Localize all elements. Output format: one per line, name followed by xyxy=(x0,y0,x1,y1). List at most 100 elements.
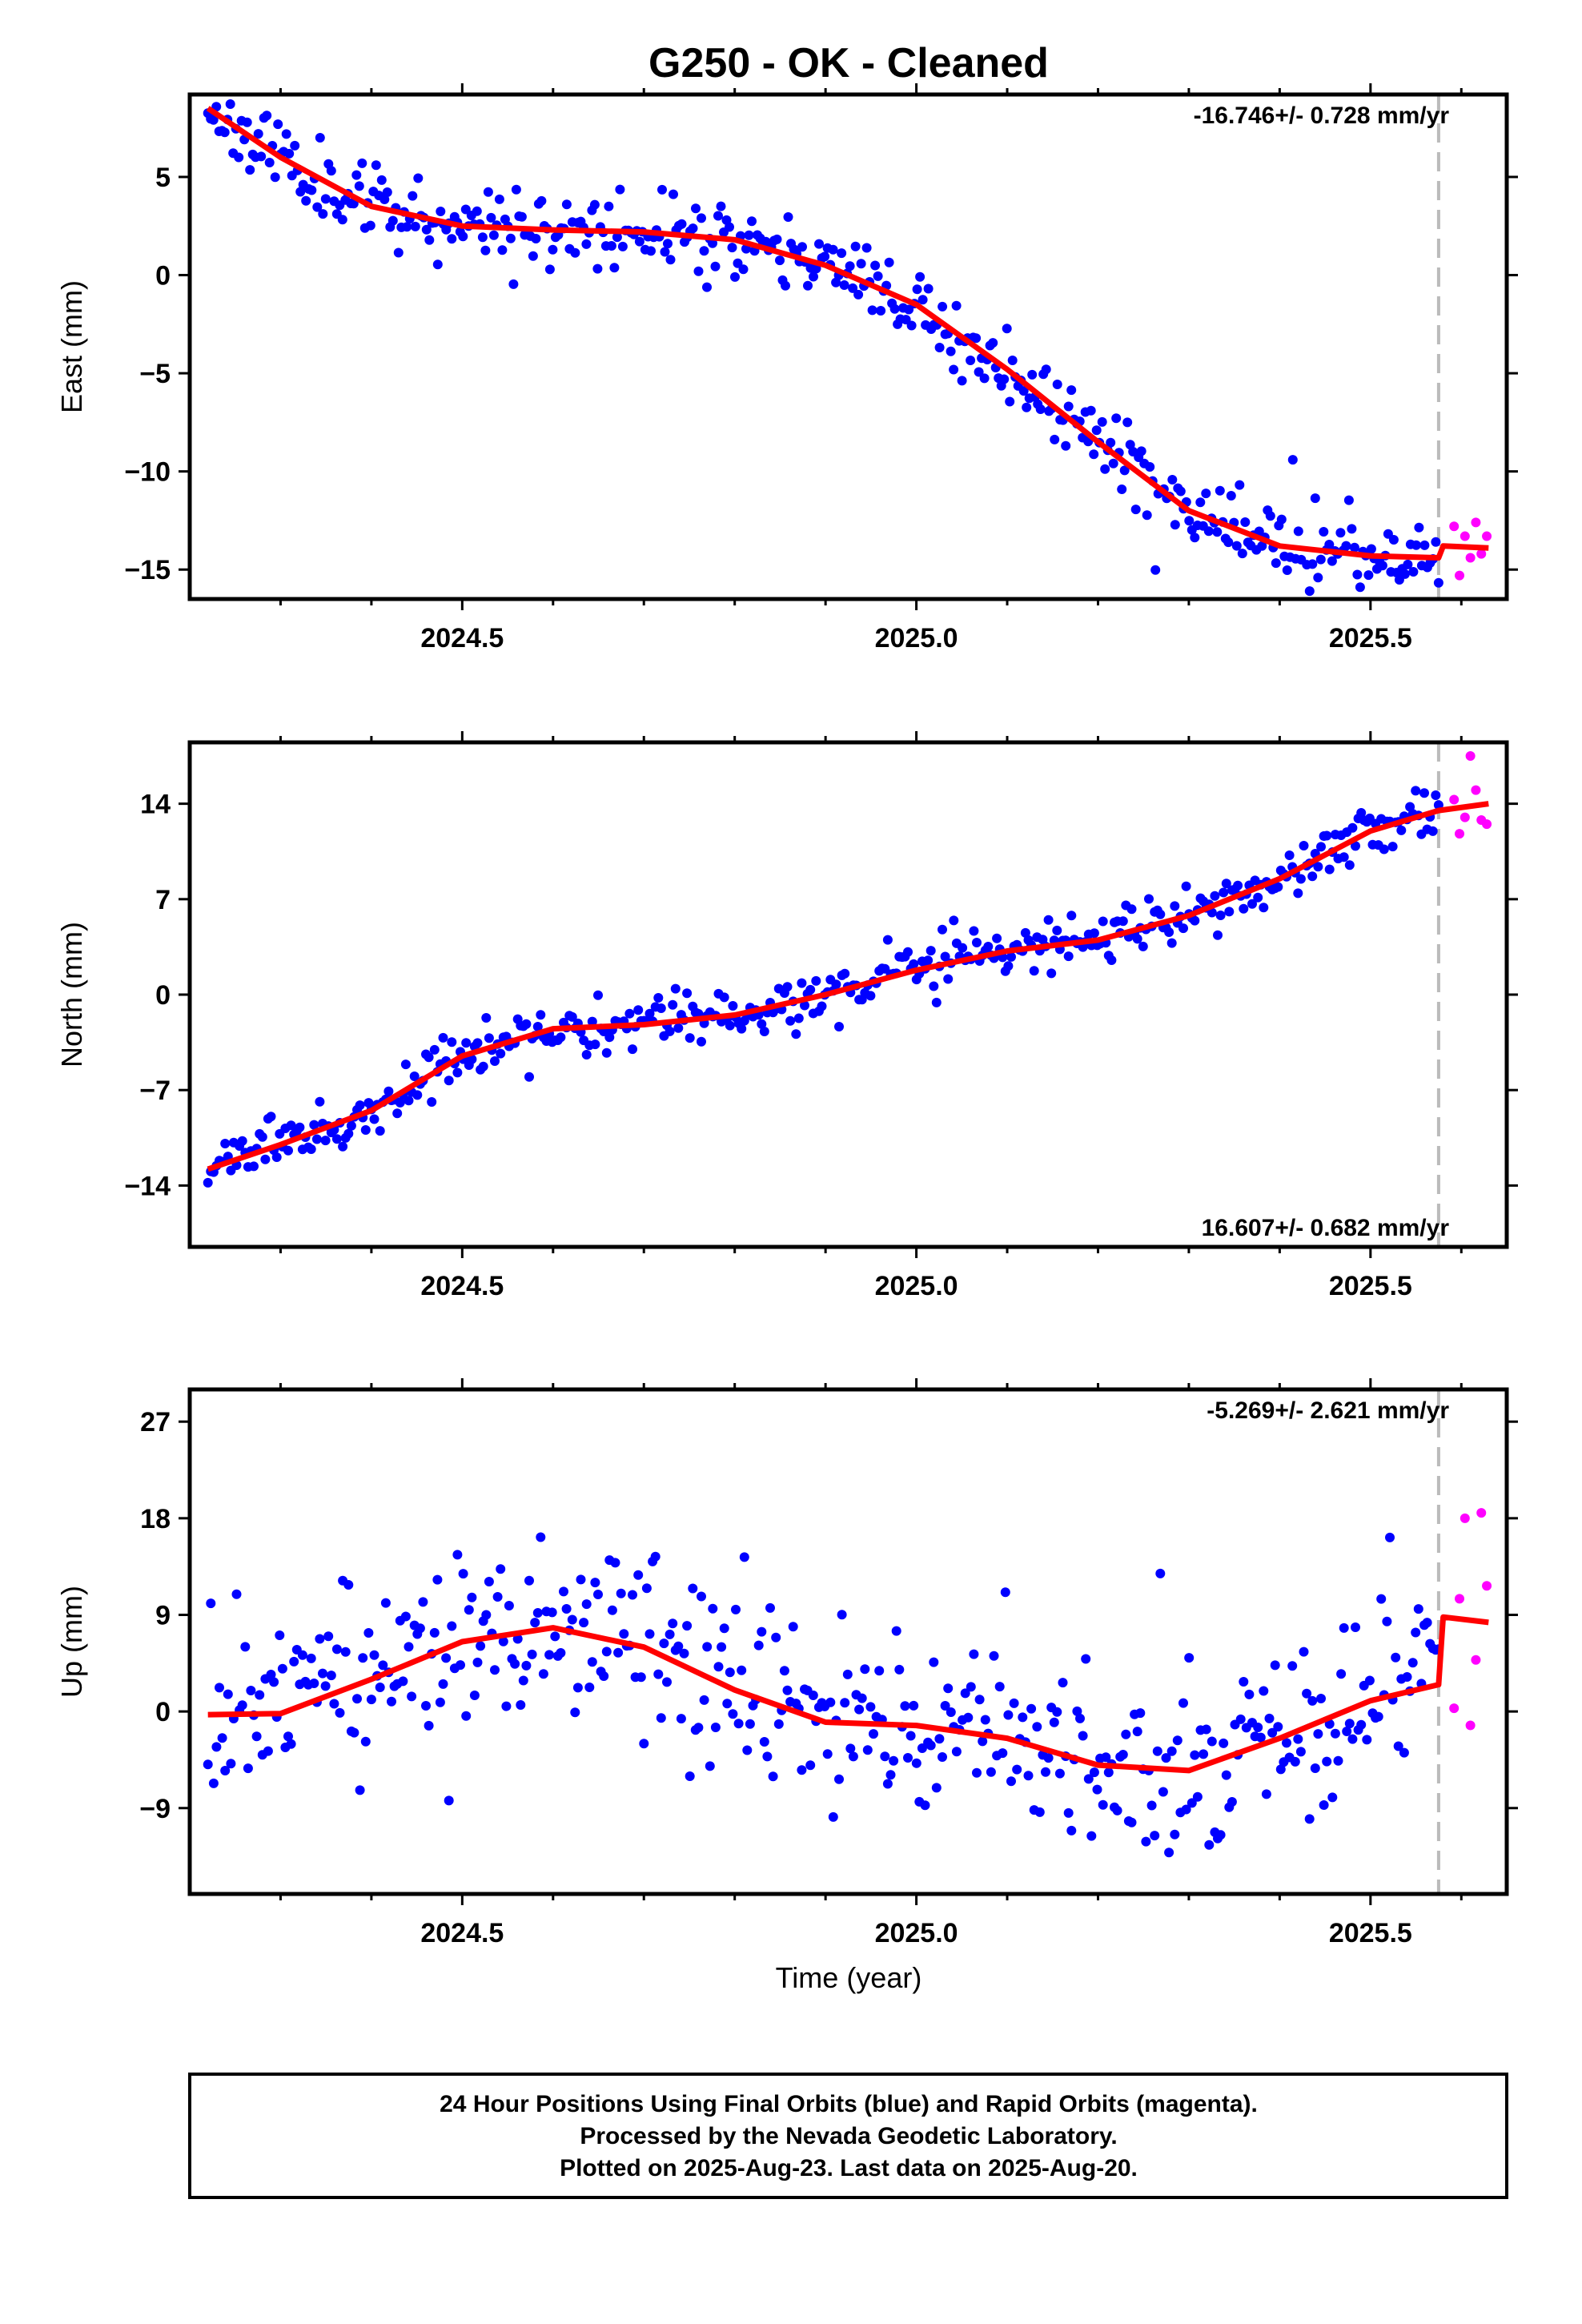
final-orbit-point xyxy=(972,938,982,947)
final-orbit-point xyxy=(848,1751,858,1762)
final-orbit-point xyxy=(617,241,628,251)
final-orbit-point xyxy=(745,1719,755,1729)
final-orbit-point xyxy=(665,255,676,265)
final-orbit-point xyxy=(404,1096,414,1106)
final-orbit-point xyxy=(456,1660,465,1671)
final-orbit-point xyxy=(697,213,706,223)
final-orbit-point xyxy=(429,1044,440,1055)
final-orbit-point xyxy=(677,219,687,229)
final-orbit-point xyxy=(1078,1731,1088,1741)
panel-1: 5 0 −5 −10 −15 2024.5 2025.0 2025.5 East (mm) -16… xyxy=(55,83,1518,653)
y-tick-label: 27 xyxy=(140,1407,171,1437)
final-orbit-point xyxy=(1161,1753,1171,1763)
final-orbit-point xyxy=(1083,1774,1094,1784)
final-orbit-point xyxy=(653,993,664,1003)
final-orbit-point xyxy=(1006,951,1016,962)
final-orbit-point xyxy=(1356,1719,1367,1730)
final-orbit-point xyxy=(850,241,861,251)
final-orbit-point xyxy=(1265,511,1275,521)
final-orbit-point xyxy=(759,1737,769,1747)
final-orbit-point xyxy=(1267,1727,1278,1738)
final-orbit-point xyxy=(867,305,877,316)
final-orbit-point xyxy=(1388,535,1399,545)
final-orbit-point xyxy=(676,1714,686,1724)
final-orbit-point xyxy=(220,1139,231,1148)
final-orbit-point xyxy=(657,184,667,195)
final-orbit-point xyxy=(604,201,614,211)
final-orbit-point xyxy=(1399,569,1410,579)
final-orbit-point xyxy=(679,1648,689,1659)
final-orbit-point xyxy=(251,1731,262,1742)
final-orbit-point xyxy=(860,1664,870,1675)
final-orbit-point xyxy=(301,195,311,206)
final-orbit-point xyxy=(561,199,572,210)
final-orbit-point xyxy=(979,373,990,384)
final-orbit-point xyxy=(811,975,821,986)
final-orbit-point xyxy=(1181,1804,1191,1815)
final-orbit-point xyxy=(1352,569,1363,580)
final-orbit-point xyxy=(435,1697,445,1707)
final-orbit-point xyxy=(616,1588,626,1598)
final-orbit-point xyxy=(1117,485,1127,494)
velocity-rate-label: -16.746+/- 0.728 mm/yr xyxy=(1194,103,1450,129)
final-orbit-point xyxy=(969,1649,979,1659)
final-orbit-point xyxy=(710,1723,721,1732)
final-orbit-point xyxy=(1006,1776,1016,1787)
final-orbit-point xyxy=(1150,1831,1160,1841)
final-orbit-point xyxy=(269,1677,279,1687)
final-orbit-point xyxy=(436,207,446,216)
final-orbit-point xyxy=(215,1683,224,1693)
y-tick-label: 7 xyxy=(155,885,171,915)
final-orbit-point xyxy=(980,1715,990,1725)
final-orbit-point xyxy=(865,1702,876,1712)
final-orbit-point xyxy=(315,1096,325,1107)
final-orbit-point xyxy=(1362,1735,1372,1745)
final-orbit-point xyxy=(1135,1708,1146,1719)
final-orbit-point xyxy=(1339,852,1349,862)
y-axis-label: North (mm) xyxy=(55,922,88,1068)
final-orbit-point xyxy=(716,201,726,211)
final-orbit-point xyxy=(346,1120,356,1131)
final-orbit-point xyxy=(484,1033,494,1043)
final-orbit-point xyxy=(825,1697,836,1707)
final-orbit-point xyxy=(710,261,721,271)
final-orbit-point xyxy=(926,1740,936,1751)
final-orbit-point xyxy=(845,1743,856,1754)
final-orbit-point xyxy=(1343,495,1354,505)
final-orbit-point xyxy=(601,1647,612,1657)
final-orbit-points xyxy=(203,1532,1443,1858)
final-orbit-point xyxy=(788,1622,798,1632)
final-orbit-point xyxy=(1399,1747,1409,1758)
final-orbit-point xyxy=(785,1015,796,1026)
final-orbit-point xyxy=(402,222,412,232)
final-orbit-point xyxy=(1264,1713,1275,1723)
final-orbit-point xyxy=(1379,844,1389,854)
rapid-orbit-point xyxy=(1449,1703,1460,1714)
x-tick-label: 2024.5 xyxy=(420,1271,504,1301)
final-orbit-point xyxy=(960,1688,970,1699)
model-fit-line xyxy=(207,801,1489,1172)
final-orbit-point xyxy=(494,194,504,204)
final-orbit-point xyxy=(497,245,508,255)
final-orbit-point xyxy=(601,1047,612,1058)
final-orbit-point xyxy=(845,261,855,271)
rapid-orbit-point xyxy=(1476,1508,1487,1518)
final-orbit-point xyxy=(1342,1727,1352,1736)
final-orbit-point xyxy=(271,1152,282,1162)
final-orbit-point xyxy=(839,280,849,290)
final-orbit-point xyxy=(444,1076,454,1086)
final-orbit-point xyxy=(805,1760,816,1771)
final-orbit-point xyxy=(848,283,858,293)
final-orbit-point xyxy=(1351,841,1360,851)
y-tick-label: −9 xyxy=(139,1794,171,1824)
final-orbit-point xyxy=(219,127,230,138)
x-tick-label: 2025.5 xyxy=(1329,1918,1412,1948)
rapid-orbit-point xyxy=(1460,531,1470,541)
final-orbit-point xyxy=(604,1032,615,1043)
final-orbit-point xyxy=(1061,440,1071,451)
final-orbit-point xyxy=(656,1713,666,1723)
rapid-orbit-points xyxy=(1449,1508,1492,1731)
final-orbit-point xyxy=(943,974,954,984)
final-orbit-point xyxy=(490,1056,500,1066)
